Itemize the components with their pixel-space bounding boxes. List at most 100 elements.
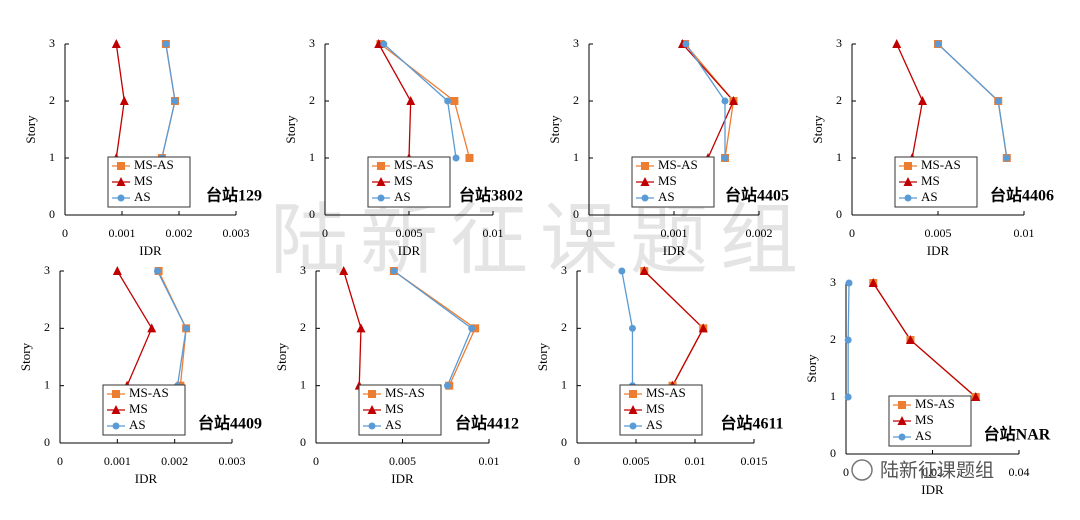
marker	[629, 390, 637, 398]
y-tick-label: 2	[836, 93, 842, 107]
y-tick-label: 3	[836, 36, 842, 50]
y-tick-label: 0	[573, 207, 579, 221]
marker	[844, 393, 852, 401]
legend-label: MS-AS	[129, 385, 169, 400]
marker	[356, 323, 366, 333]
marker	[147, 323, 157, 333]
y-tick-label: 2	[830, 332, 836, 346]
chart-title: 台站3802	[459, 186, 523, 205]
legend-label: MS-AS	[658, 157, 698, 172]
chart-title: 台站4409	[198, 414, 262, 433]
x-tick-label: 0.003	[219, 454, 246, 468]
x-tick-label: 0.02	[922, 465, 943, 479]
y-tick-label: 1	[309, 150, 315, 164]
marker	[368, 390, 376, 398]
y-tick-label: 0	[561, 435, 567, 449]
marker	[171, 97, 179, 105]
x-tick-label: 0.001	[109, 226, 136, 240]
legend-label: MS-AS	[134, 157, 174, 172]
y-tick-label: 2	[44, 320, 50, 334]
marker	[934, 40, 942, 48]
x-axis-label: IDR	[927, 243, 950, 258]
series-line	[685, 43, 726, 158]
marker	[380, 40, 388, 48]
legend-label: MS	[394, 173, 413, 188]
legend-label: MS	[129, 401, 148, 416]
marker	[618, 267, 626, 275]
x-tick-label: 0	[322, 226, 328, 240]
series-line	[872, 282, 977, 398]
marker	[112, 390, 120, 398]
legend-label: AS	[134, 189, 151, 204]
marker	[641, 162, 649, 170]
marker	[845, 279, 853, 287]
y-tick-label: 1	[830, 389, 836, 403]
marker	[111, 39, 121, 48]
marker	[368, 422, 376, 430]
legend-label: AS	[921, 189, 938, 204]
series-line	[393, 270, 473, 386]
y-axis-label: Story	[535, 342, 550, 371]
marker	[640, 177, 650, 186]
y-axis-label: Story	[810, 115, 825, 144]
series-line	[896, 43, 924, 159]
legend-label: AS	[129, 417, 146, 432]
x-axis-label: IDR	[139, 243, 162, 258]
y-axis-label: Story	[274, 342, 289, 371]
y-tick-label: 0	[309, 207, 315, 221]
marker	[119, 96, 129, 105]
y-tick-label: 3	[49, 36, 55, 50]
y-tick-label: 1	[836, 150, 842, 164]
marker	[377, 194, 385, 202]
marker	[903, 177, 913, 186]
marker	[390, 267, 398, 275]
y-tick-label: 3	[300, 263, 306, 277]
x-tick-label: 0	[57, 454, 63, 468]
y-tick-label: 0	[830, 446, 836, 460]
x-tick-label: 0.005	[389, 454, 416, 468]
y-tick-label: 0	[49, 207, 55, 221]
series-line	[158, 270, 187, 386]
marker	[641, 194, 649, 202]
x-axis-label: IDR	[135, 471, 158, 486]
marker	[897, 416, 907, 425]
x-tick-label: 0.01	[479, 454, 500, 468]
legend-label: MS	[385, 401, 404, 416]
legend-label: MS-AS	[921, 157, 961, 172]
marker	[904, 162, 912, 170]
y-axis-label: Story	[283, 115, 298, 144]
logo-text: 陆新征课题组	[880, 460, 994, 482]
marker	[721, 154, 729, 162]
marker	[682, 40, 690, 48]
x-tick-label: 0	[574, 454, 580, 468]
y-axis-label: Story	[547, 115, 562, 144]
marker	[111, 405, 121, 414]
x-tick-label: 0.005	[925, 226, 952, 240]
marker	[452, 154, 460, 162]
marker	[898, 433, 906, 441]
marker	[367, 405, 377, 414]
x-tick-label: 0.01	[1014, 226, 1035, 240]
x-tick-label: 0	[313, 454, 319, 468]
chart-title: 台站4405	[725, 186, 789, 205]
y-tick-label: 3	[830, 275, 836, 289]
x-tick-label: 0.002	[161, 454, 188, 468]
series-line	[343, 270, 362, 386]
marker	[639, 266, 649, 275]
series-line	[116, 270, 153, 386]
marker	[918, 96, 928, 105]
marker	[182, 324, 190, 332]
marker	[721, 97, 729, 105]
y-axis-label: Story	[18, 342, 33, 371]
watermark: 陆新征课题组	[270, 195, 810, 285]
marker	[904, 194, 912, 202]
marker	[116, 177, 126, 186]
x-tick-label: 0.002	[166, 226, 193, 240]
marker	[905, 335, 915, 344]
x-tick-label: 0	[586, 226, 592, 240]
chart-title: 台站4611	[720, 414, 783, 433]
